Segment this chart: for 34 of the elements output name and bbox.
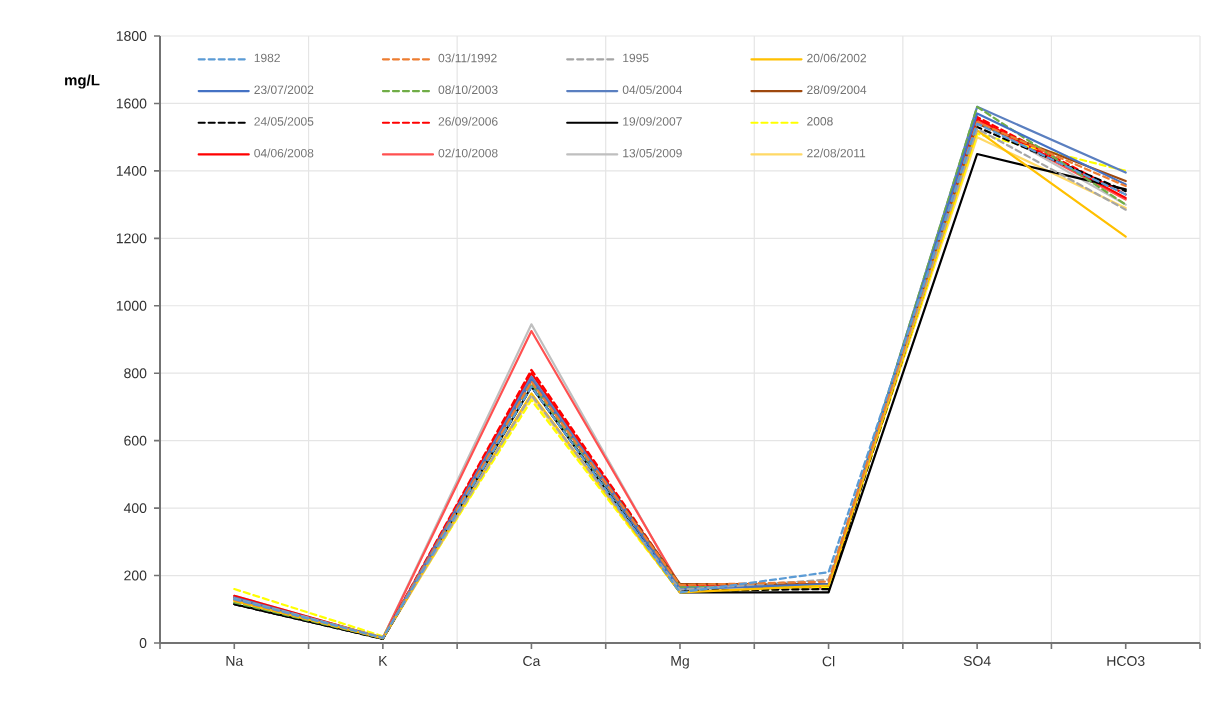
y-tick-label: 200 <box>124 570 147 581</box>
y-tick-label: 600 <box>124 435 147 446</box>
legend-label: 24/05/2005 <box>254 116 314 126</box>
legend-label: 04/05/2004 <box>622 85 683 95</box>
y-tick-label: 1400 <box>116 165 147 176</box>
x-tick-label: Ca <box>523 656 541 666</box>
legend-label: 03/11/1992 <box>438 53 497 63</box>
legend-label: 2008 <box>807 117 833 126</box>
y-tick-label: 800 <box>124 368 147 379</box>
legend-label: 22/08/2011 <box>807 148 866 158</box>
x-tick-label: Mg <box>671 656 689 669</box>
legend-label: 19/09/2007 <box>623 116 682 126</box>
y-tick-label: 1200 <box>116 233 147 244</box>
y-tick-label: 0 <box>139 638 147 648</box>
legend-label: 26/09/2006 <box>438 116 498 126</box>
legend-label: 1982 <box>254 53 280 63</box>
x-tick-label: K <box>379 656 388 666</box>
y-tick-label: 1800 <box>116 31 147 41</box>
legend-label: 13/05/2009 <box>623 148 682 158</box>
x-tick-label: Cl <box>822 656 835 667</box>
x-tick-label: HCO3 <box>1107 656 1145 666</box>
legend-label: 04/06/2008 <box>254 148 314 158</box>
legend-label: 28/09/2004 <box>807 85 867 95</box>
y-tick-label: 400 <box>123 503 147 514</box>
y-tick-label: 1000 <box>116 300 147 311</box>
legend-label: 20/06/2002 <box>807 53 867 63</box>
legend-label: 1995 <box>623 53 649 63</box>
y-tick-label: 1600 <box>116 98 147 109</box>
legend-label: 08/10/2003 <box>438 85 498 95</box>
y-axis-title: mg/L <box>65 74 100 89</box>
x-tick-label: Na <box>226 656 244 666</box>
legend-label: 23/07/2002 <box>254 85 314 95</box>
legend-label: 02/10/2008 <box>438 148 498 158</box>
x-tick-label: SO4 <box>963 656 991 666</box>
